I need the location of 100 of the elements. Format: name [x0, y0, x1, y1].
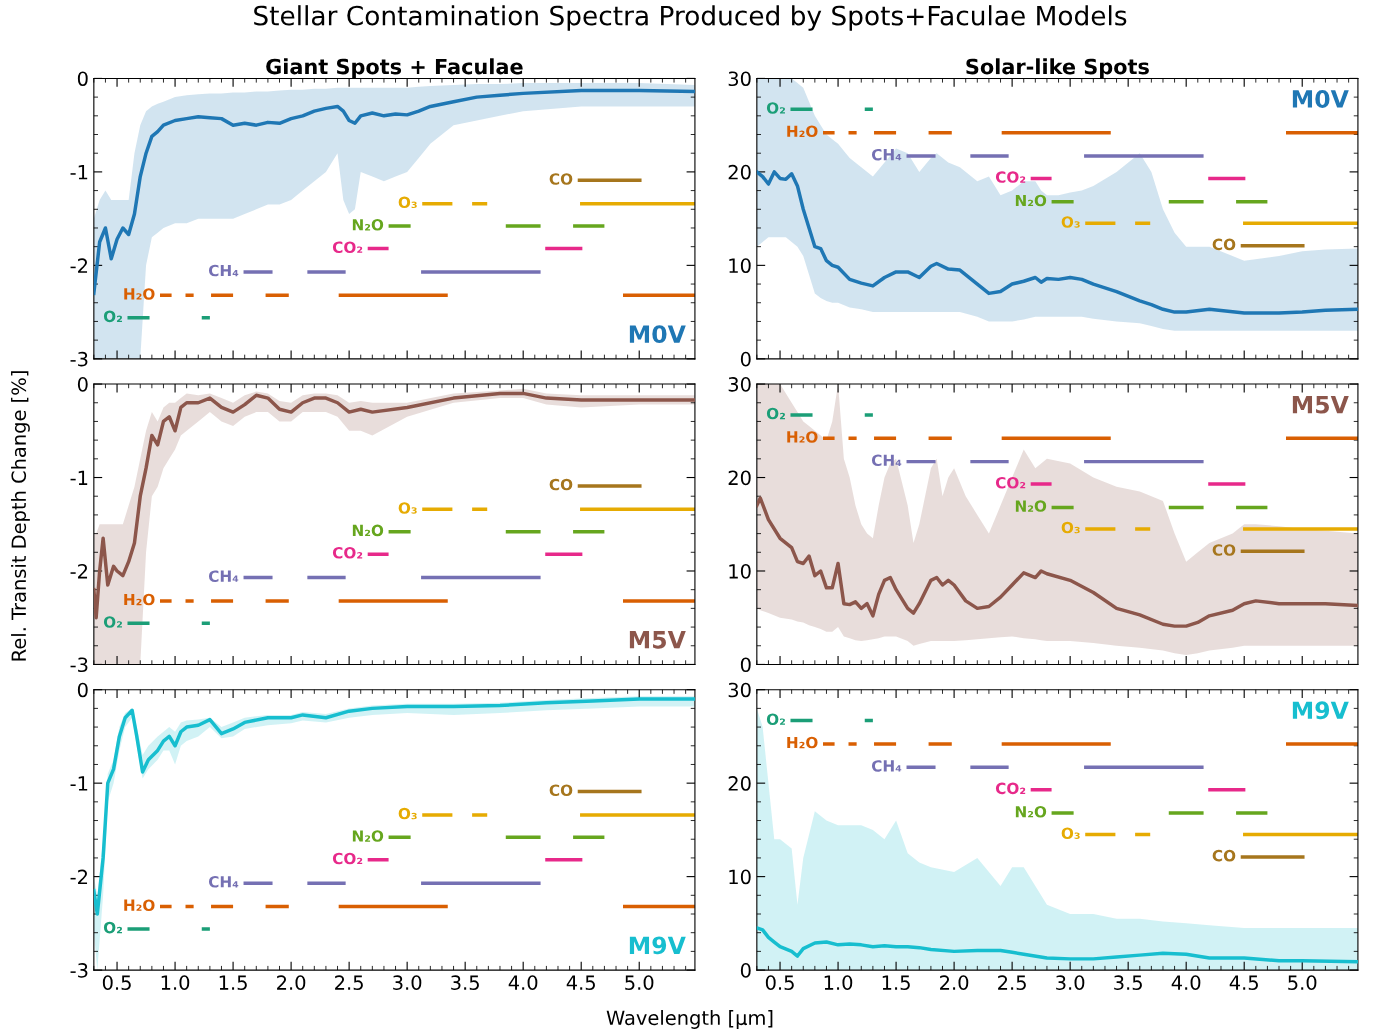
- x-tick-label: 1.0: [824, 975, 853, 990]
- text: M0V: [1292, 90, 1349, 108]
- series-label: O₂: [103, 921, 122, 934]
- series-label: O₃: [1061, 216, 1080, 228]
- series-label: H₂O: [787, 125, 818, 138]
- series-label: O₂: [103, 310, 122, 323]
- series-label: O₃: [398, 502, 417, 514]
- series-label: CO: [549, 478, 573, 491]
- series-label: O₃: [398, 807, 417, 820]
- series-label: N₂O: [1015, 805, 1047, 818]
- series-label: O₂: [766, 102, 785, 114]
- series-label: CH₄: [871, 148, 902, 161]
- series-label: O₃: [1061, 521, 1080, 534]
- y-tick-label: -3: [70, 963, 88, 978]
- series-label: CO₂: [995, 476, 1026, 489]
- y-tick-label: -1: [70, 776, 88, 791]
- series-label: O₃: [398, 196, 417, 209]
- series-label: N₂O: [352, 830, 384, 842]
- y-tick-label: 20: [728, 164, 751, 180]
- y-tick-label: 0: [77, 377, 88, 392]
- line-series: [756, 170, 1358, 315]
- series-label: CO: [549, 784, 573, 796]
- x-tick-label: 4.0: [508, 975, 538, 990]
- series-label: N₂O: [1015, 500, 1047, 512]
- y-tick-label: 0: [740, 963, 751, 978]
- x-tick-label: 2.5: [998, 975, 1026, 990]
- y-tick-label: 10: [729, 563, 751, 579]
- series-label: N₂O: [352, 218, 384, 231]
- y-tick-label: 0: [77, 682, 88, 698]
- y-tick-label: -2: [70, 258, 88, 273]
- text: M9V: [629, 936, 686, 955]
- x-tick-label: 1.0: [161, 975, 190, 990]
- line-series: [93, 697, 695, 916]
- y-tick-label: -1: [70, 470, 88, 485]
- series-label: CO₂: [995, 171, 1026, 183]
- series-label: CO: [1212, 238, 1236, 251]
- series-label: H₂O: [124, 899, 155, 911]
- series-label: H₂O: [787, 431, 818, 443]
- x-tick-label: 2.0: [277, 975, 306, 990]
- line-series: [756, 496, 1358, 628]
- x-tick-label: 3.0: [393, 975, 422, 990]
- y-tick-label: 20: [728, 776, 751, 791]
- series-label: CH₄: [208, 264, 239, 277]
- x-tick-label: 5.0: [625, 975, 654, 990]
- y-tick-label: -3: [70, 351, 88, 367]
- text: M9V: [1292, 701, 1349, 720]
- x-axis-title: Wavelength [μm]: [606, 1010, 773, 1029]
- text: M5V: [1292, 396, 1349, 414]
- series-label: O₂: [766, 407, 785, 420]
- x-tick-label: 4.5: [566, 975, 595, 990]
- y-tick-label: -2: [70, 869, 88, 884]
- series-label: O₃: [1061, 827, 1080, 839]
- x-tick-label: 0.5: [102, 975, 131, 990]
- chart-subtitle: Solar-like Spots: [966, 58, 1149, 79]
- series-label: CH₄: [208, 570, 239, 582]
- series-label: CO: [1212, 544, 1236, 556]
- series-label: N₂O: [352, 524, 384, 537]
- series-label: CH₄: [208, 876, 239, 888]
- y-tick-label: 0: [740, 351, 751, 367]
- y-tick-label: -3: [70, 657, 88, 673]
- text: M5V: [629, 631, 686, 649]
- line-series: [756, 926, 1358, 964]
- x-tick-label: 2.5: [335, 975, 363, 990]
- y-tick-label: 10: [729, 869, 751, 885]
- series-label: CO: [549, 173, 573, 185]
- x-tick-label: 0.5: [765, 975, 794, 990]
- series-label: N₂O: [1015, 194, 1047, 207]
- y-tick-label: 20: [728, 470, 751, 486]
- series-label: CO: [1212, 849, 1236, 862]
- x-tick-label: 4.0: [1171, 975, 1201, 990]
- y-tick-label: -2: [70, 563, 88, 579]
- y-tick-label: 0: [77, 71, 88, 87]
- x-tick-label: 3.5: [451, 975, 479, 990]
- series-label: O₂: [766, 713, 785, 725]
- text: M0V: [629, 325, 686, 344]
- series-label: CH₄: [871, 454, 902, 467]
- y-tick-label: -1: [70, 165, 88, 180]
- y-axis-title: Rel. Transit Depth Change [%]: [11, 371, 30, 661]
- x-tick-label: 5.0: [1288, 975, 1317, 990]
- x-tick-label: 3.0: [1056, 975, 1085, 990]
- x-tick-label: 4.5: [1229, 975, 1258, 990]
- chart-title: Stellar Contamination Spectra Produced by Spots+Faculae Models: [254, 5, 1127, 31]
- x-tick-label: 2.0: [940, 975, 969, 990]
- y-tick-label: 30: [728, 377, 751, 392]
- y-tick-label: 10: [729, 258, 751, 274]
- series-label: CO₂: [995, 782, 1026, 795]
- series-label: CO₂: [332, 547, 363, 559]
- series-label: H₂O: [124, 288, 155, 300]
- x-tick-label: 3.5: [1114, 975, 1142, 990]
- series-label: CO₂: [332, 241, 363, 253]
- x-tick-label: 1.5: [882, 975, 910, 990]
- y-tick-label: 30: [728, 71, 751, 87]
- y-tick-label: 30: [728, 682, 751, 698]
- series-label: CH₄: [871, 760, 902, 772]
- chart-subtitle: Giant Spots + Faculae: [266, 58, 523, 79]
- series-label: CO₂: [332, 852, 363, 865]
- y-tick-label: 0: [740, 657, 751, 673]
- x-tick-label: 1.5: [219, 975, 247, 990]
- series-label: H₂O: [124, 593, 155, 606]
- series-label: H₂O: [787, 736, 818, 749]
